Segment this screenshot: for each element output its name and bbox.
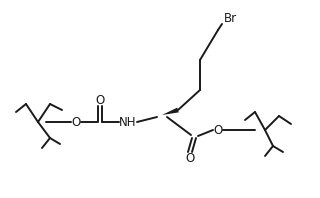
Text: NH: NH bbox=[119, 115, 137, 129]
Text: O: O bbox=[185, 151, 195, 165]
Polygon shape bbox=[162, 108, 179, 115]
Text: O: O bbox=[71, 115, 81, 129]
Text: Br: Br bbox=[224, 11, 237, 25]
Text: O: O bbox=[95, 93, 105, 107]
Text: O: O bbox=[213, 124, 223, 136]
